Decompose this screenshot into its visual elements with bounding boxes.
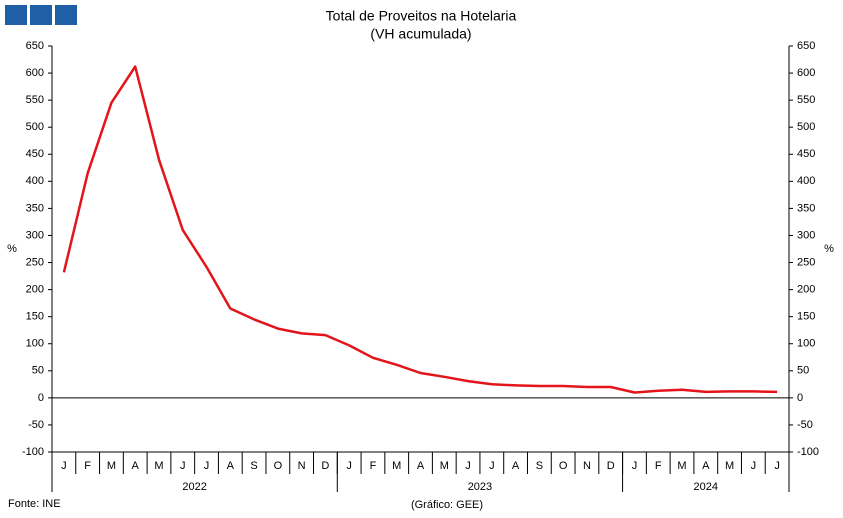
x-tick-label: F bbox=[370, 460, 377, 472]
y2-tick-label: -50 bbox=[797, 419, 813, 431]
x-tick-label: M bbox=[154, 460, 163, 472]
x-tick-label: O bbox=[274, 460, 283, 472]
y-tick-label: 200 bbox=[26, 284, 44, 296]
y-tick-label: 500 bbox=[26, 121, 44, 133]
x-tick-label: M bbox=[107, 460, 116, 472]
x-tick-label: J bbox=[632, 460, 638, 472]
y2-tick-label: 150 bbox=[797, 311, 815, 323]
y2-tick-label: -100 bbox=[797, 446, 819, 458]
x-tick-label: N bbox=[298, 460, 306, 472]
y2-tick-label: 350 bbox=[797, 202, 815, 214]
y-axis-label: % bbox=[7, 243, 17, 255]
y2-tick-label: 250 bbox=[797, 256, 815, 268]
y-tick-label: 50 bbox=[32, 365, 44, 377]
x-tick-label: S bbox=[250, 460, 257, 472]
x-tick-label: A bbox=[512, 460, 520, 472]
x-tick-label: S bbox=[536, 460, 543, 472]
year-label: 2024 bbox=[694, 481, 718, 493]
y-tick-label: -100 bbox=[22, 446, 44, 458]
y2-tick-label: 500 bbox=[797, 121, 815, 133]
x-tick-label: A bbox=[132, 460, 140, 472]
x-tick-label: J bbox=[489, 460, 495, 472]
y2-tick-label: 100 bbox=[797, 338, 815, 350]
x-tick-label: D bbox=[607, 460, 615, 472]
y2-tick-label: 0 bbox=[797, 392, 803, 404]
x-tick-label: J bbox=[751, 460, 757, 472]
x-tick-label: F bbox=[84, 460, 91, 472]
y-tick-label: 400 bbox=[26, 175, 44, 187]
x-tick-label: D bbox=[321, 460, 329, 472]
year-label: 2022 bbox=[182, 481, 206, 493]
x-tick-label: J bbox=[204, 460, 210, 472]
y2-tick-label: 600 bbox=[797, 67, 815, 79]
x-tick-label: M bbox=[392, 460, 401, 472]
y2-tick-label: 400 bbox=[797, 175, 815, 187]
y-tick-label: 550 bbox=[26, 94, 44, 106]
x-tick-label: A bbox=[227, 460, 235, 472]
x-tick-label: M bbox=[440, 460, 449, 472]
x-tick-label: J bbox=[61, 460, 67, 472]
y-tick-label: 650 bbox=[26, 40, 44, 52]
x-tick-label: F bbox=[655, 460, 662, 472]
x-tick-label: A bbox=[702, 460, 710, 472]
y-tick-label: -50 bbox=[28, 419, 44, 431]
y-tick-label: 350 bbox=[26, 202, 44, 214]
x-tick-label: A bbox=[417, 460, 425, 472]
y-tick-label: 450 bbox=[26, 148, 44, 160]
x-tick-label: J bbox=[465, 460, 471, 472]
x-tick-label: O bbox=[559, 460, 568, 472]
year-label: 2023 bbox=[468, 481, 492, 493]
logo-block bbox=[55, 5, 77, 25]
y-tick-label: 150 bbox=[26, 311, 44, 323]
y2-tick-label: 50 bbox=[797, 365, 809, 377]
logo-block bbox=[30, 5, 52, 25]
logo-block bbox=[5, 5, 27, 25]
x-tick-label: J bbox=[180, 460, 186, 472]
y-tick-label: 0 bbox=[38, 392, 44, 404]
y-tick-label: 600 bbox=[26, 67, 44, 79]
source: Fonte: INE bbox=[8, 498, 61, 510]
y2-tick-label: 650 bbox=[797, 40, 815, 52]
y2-axis-label: % bbox=[824, 243, 834, 255]
y2-tick-label: 450 bbox=[797, 148, 815, 160]
y-tick-label: 100 bbox=[26, 338, 44, 350]
x-tick-label: J bbox=[346, 460, 352, 472]
credit: (Gráfico: GEE) bbox=[411, 499, 483, 511]
y-tick-label: 300 bbox=[26, 229, 44, 241]
x-tick-label: M bbox=[725, 460, 734, 472]
x-tick-label: N bbox=[583, 460, 591, 472]
x-tick-label: M bbox=[677, 460, 686, 472]
chart-subtitle: (VH acumulada) bbox=[370, 26, 471, 42]
y2-tick-label: 300 bbox=[797, 229, 815, 241]
line-series bbox=[62, 65, 778, 394]
y2-tick-label: 550 bbox=[797, 94, 815, 106]
y-tick-label: 250 bbox=[26, 256, 44, 268]
y2-tick-label: 200 bbox=[797, 284, 815, 296]
chart-title: Total de Proveitos na Hotelaria bbox=[326, 8, 517, 24]
x-tick-label: J bbox=[774, 460, 780, 472]
